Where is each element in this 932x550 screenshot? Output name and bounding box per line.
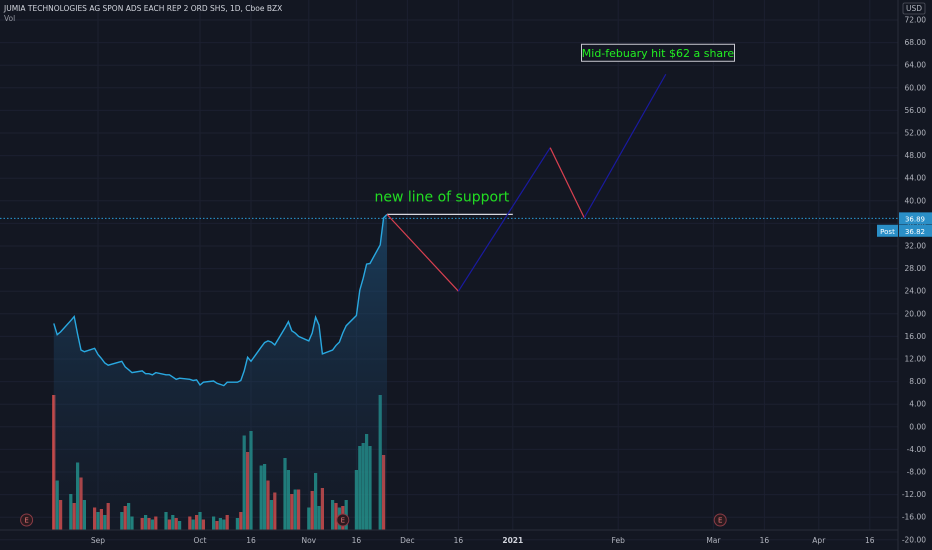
x-tick-label: 2021 [502, 536, 523, 545]
x-tick-label: Sep [91, 536, 105, 545]
y-tick-label: 0.00 [909, 422, 926, 431]
x-tick-label: Dec [400, 536, 415, 545]
y-tick-label: 32.00 [905, 242, 927, 251]
x-tick-label: Oct [194, 536, 207, 545]
post-badge-label: Post [880, 228, 895, 236]
earnings-marker-label: E [24, 517, 28, 525]
x-tick-label: Mar [706, 536, 721, 545]
y-tick-label: 48.00 [905, 151, 927, 160]
y-tick-label: -16.00 [902, 513, 926, 522]
x-tick-label: Apr [812, 536, 826, 545]
axes [0, 0, 899, 550]
support-annotation[interactable]: new line of support [374, 189, 509, 205]
y-tick-label: 72.00 [905, 16, 927, 25]
x-tick-label: 16 [246, 536, 256, 545]
price-area-series [0, 213, 898, 530]
earnings-marker[interactable] [336, 513, 350, 527]
post-price-badge [899, 224, 932, 237]
projection-segment-up[interactable] [583, 73, 667, 219]
y-tick-label: -8.00 [907, 468, 927, 477]
x-tick-label: Feb [612, 536, 626, 545]
y-tick-label: 16.00 [905, 332, 927, 341]
y-tick-label: 40.00 [905, 196, 927, 205]
price-line [53, 213, 388, 387]
y-tick-label: -4.00 [907, 445, 927, 454]
volume-label: Vol [4, 14, 16, 23]
projection-segment-down[interactable] [549, 147, 585, 219]
x-tick-label: 16 [760, 536, 770, 545]
y-tick-label: 60.00 [905, 83, 927, 92]
y-tick-label: 28.00 [905, 264, 927, 273]
y-tick-label: 64.00 [905, 61, 927, 70]
earnings-marker-label: E [341, 517, 345, 525]
axis-labels: 72.00 68.00 64.00 60.00 56.00 52.00 48.00 44.00… [91, 2, 932, 545]
earnings-marker[interactable] [713, 513, 727, 527]
currency-box[interactable] [902, 2, 926, 15]
post-price-label: 36.82 [905, 228, 925, 236]
y-tick-label: 12.00 [905, 355, 927, 364]
chart-title: JUMIA TECHNOLOGIES AG SPON ADS EACH REP … [4, 4, 283, 13]
earnings-marker[interactable] [20, 513, 34, 527]
y-tick-label: 52.00 [905, 129, 927, 138]
y-tick-label: 56.00 [905, 106, 927, 115]
y-tick-label: 68.00 [905, 38, 927, 47]
x-tick-label: 16 [352, 536, 362, 545]
current-price-label: 36.89 [905, 215, 925, 223]
current-price-badge [899, 212, 932, 225]
callout-text[interactable]: Mid-febuary hit $62 a share [582, 47, 735, 60]
projection-segment-up[interactable] [457, 147, 551, 292]
callout-box[interactable] [581, 43, 735, 62]
x-tick-label: 16 [865, 536, 875, 545]
price-area-fill [53, 214, 388, 530]
post-badge [877, 224, 898, 237]
y-tick-label: 44.00 [905, 174, 927, 183]
y-tick-label: -20.00 [902, 535, 926, 544]
earnings-marker-label: E [718, 517, 722, 525]
y-tick-label: 24.00 [905, 287, 927, 296]
x-tick-label: 16 [454, 536, 464, 545]
currency-label[interactable]: USD [906, 4, 922, 13]
x-tick-label: Nov [301, 536, 316, 545]
y-tick-label: 20.00 [905, 309, 927, 318]
y-tick-label: 8.00 [909, 377, 926, 386]
grid-lines [0, 0, 898, 541]
drawing-annotations[interactable]: new line of support Mid-febuary hit $62 a… [20, 43, 735, 527]
y-tick-label: 4.00 [909, 400, 926, 409]
y-tick-label: -12.00 [902, 490, 926, 499]
projection-segment-down[interactable] [386, 213, 459, 292]
